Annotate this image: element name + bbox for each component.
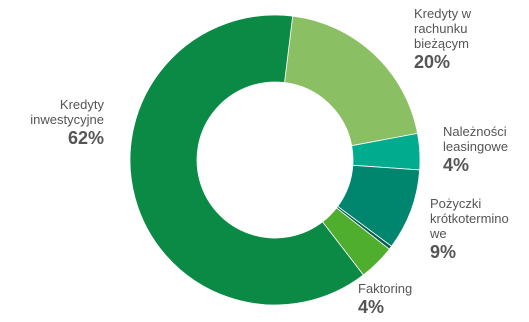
slice-percent: 20% xyxy=(414,52,451,72)
label-kredyty-inwestycyjne: Kredyty inwestycyjne 62% xyxy=(0,97,104,149)
label-naleznosci-leasingowe: Należności leasingowe 4% xyxy=(443,124,508,176)
donut-slice-0 xyxy=(284,15,419,147)
slice-label: Kredyty w rachunku bieżącym xyxy=(414,6,472,51)
label-kredyty-w-rachunku: Kredyty w rachunku bieżącym 20% xyxy=(414,6,471,73)
label-faktoring: Faktoring 4% xyxy=(358,281,412,318)
slice-label: Faktoring xyxy=(358,281,413,296)
slice-percent: 4% xyxy=(443,155,470,175)
label-pozyczki-krotkoterminowe: Pożyczki krótkotermino we 9% xyxy=(430,196,509,263)
slice-percent: 9% xyxy=(430,242,457,262)
donut-slice-5 xyxy=(129,14,364,306)
slice-label: Należności leasingowe xyxy=(443,124,509,154)
slice-percent: 4% xyxy=(358,297,385,317)
slice-percent: 62% xyxy=(67,128,104,148)
slice-label: Pożyczki krótkotermino we xyxy=(430,196,509,241)
slice-label: Kredyty inwestycyjne xyxy=(30,97,104,127)
